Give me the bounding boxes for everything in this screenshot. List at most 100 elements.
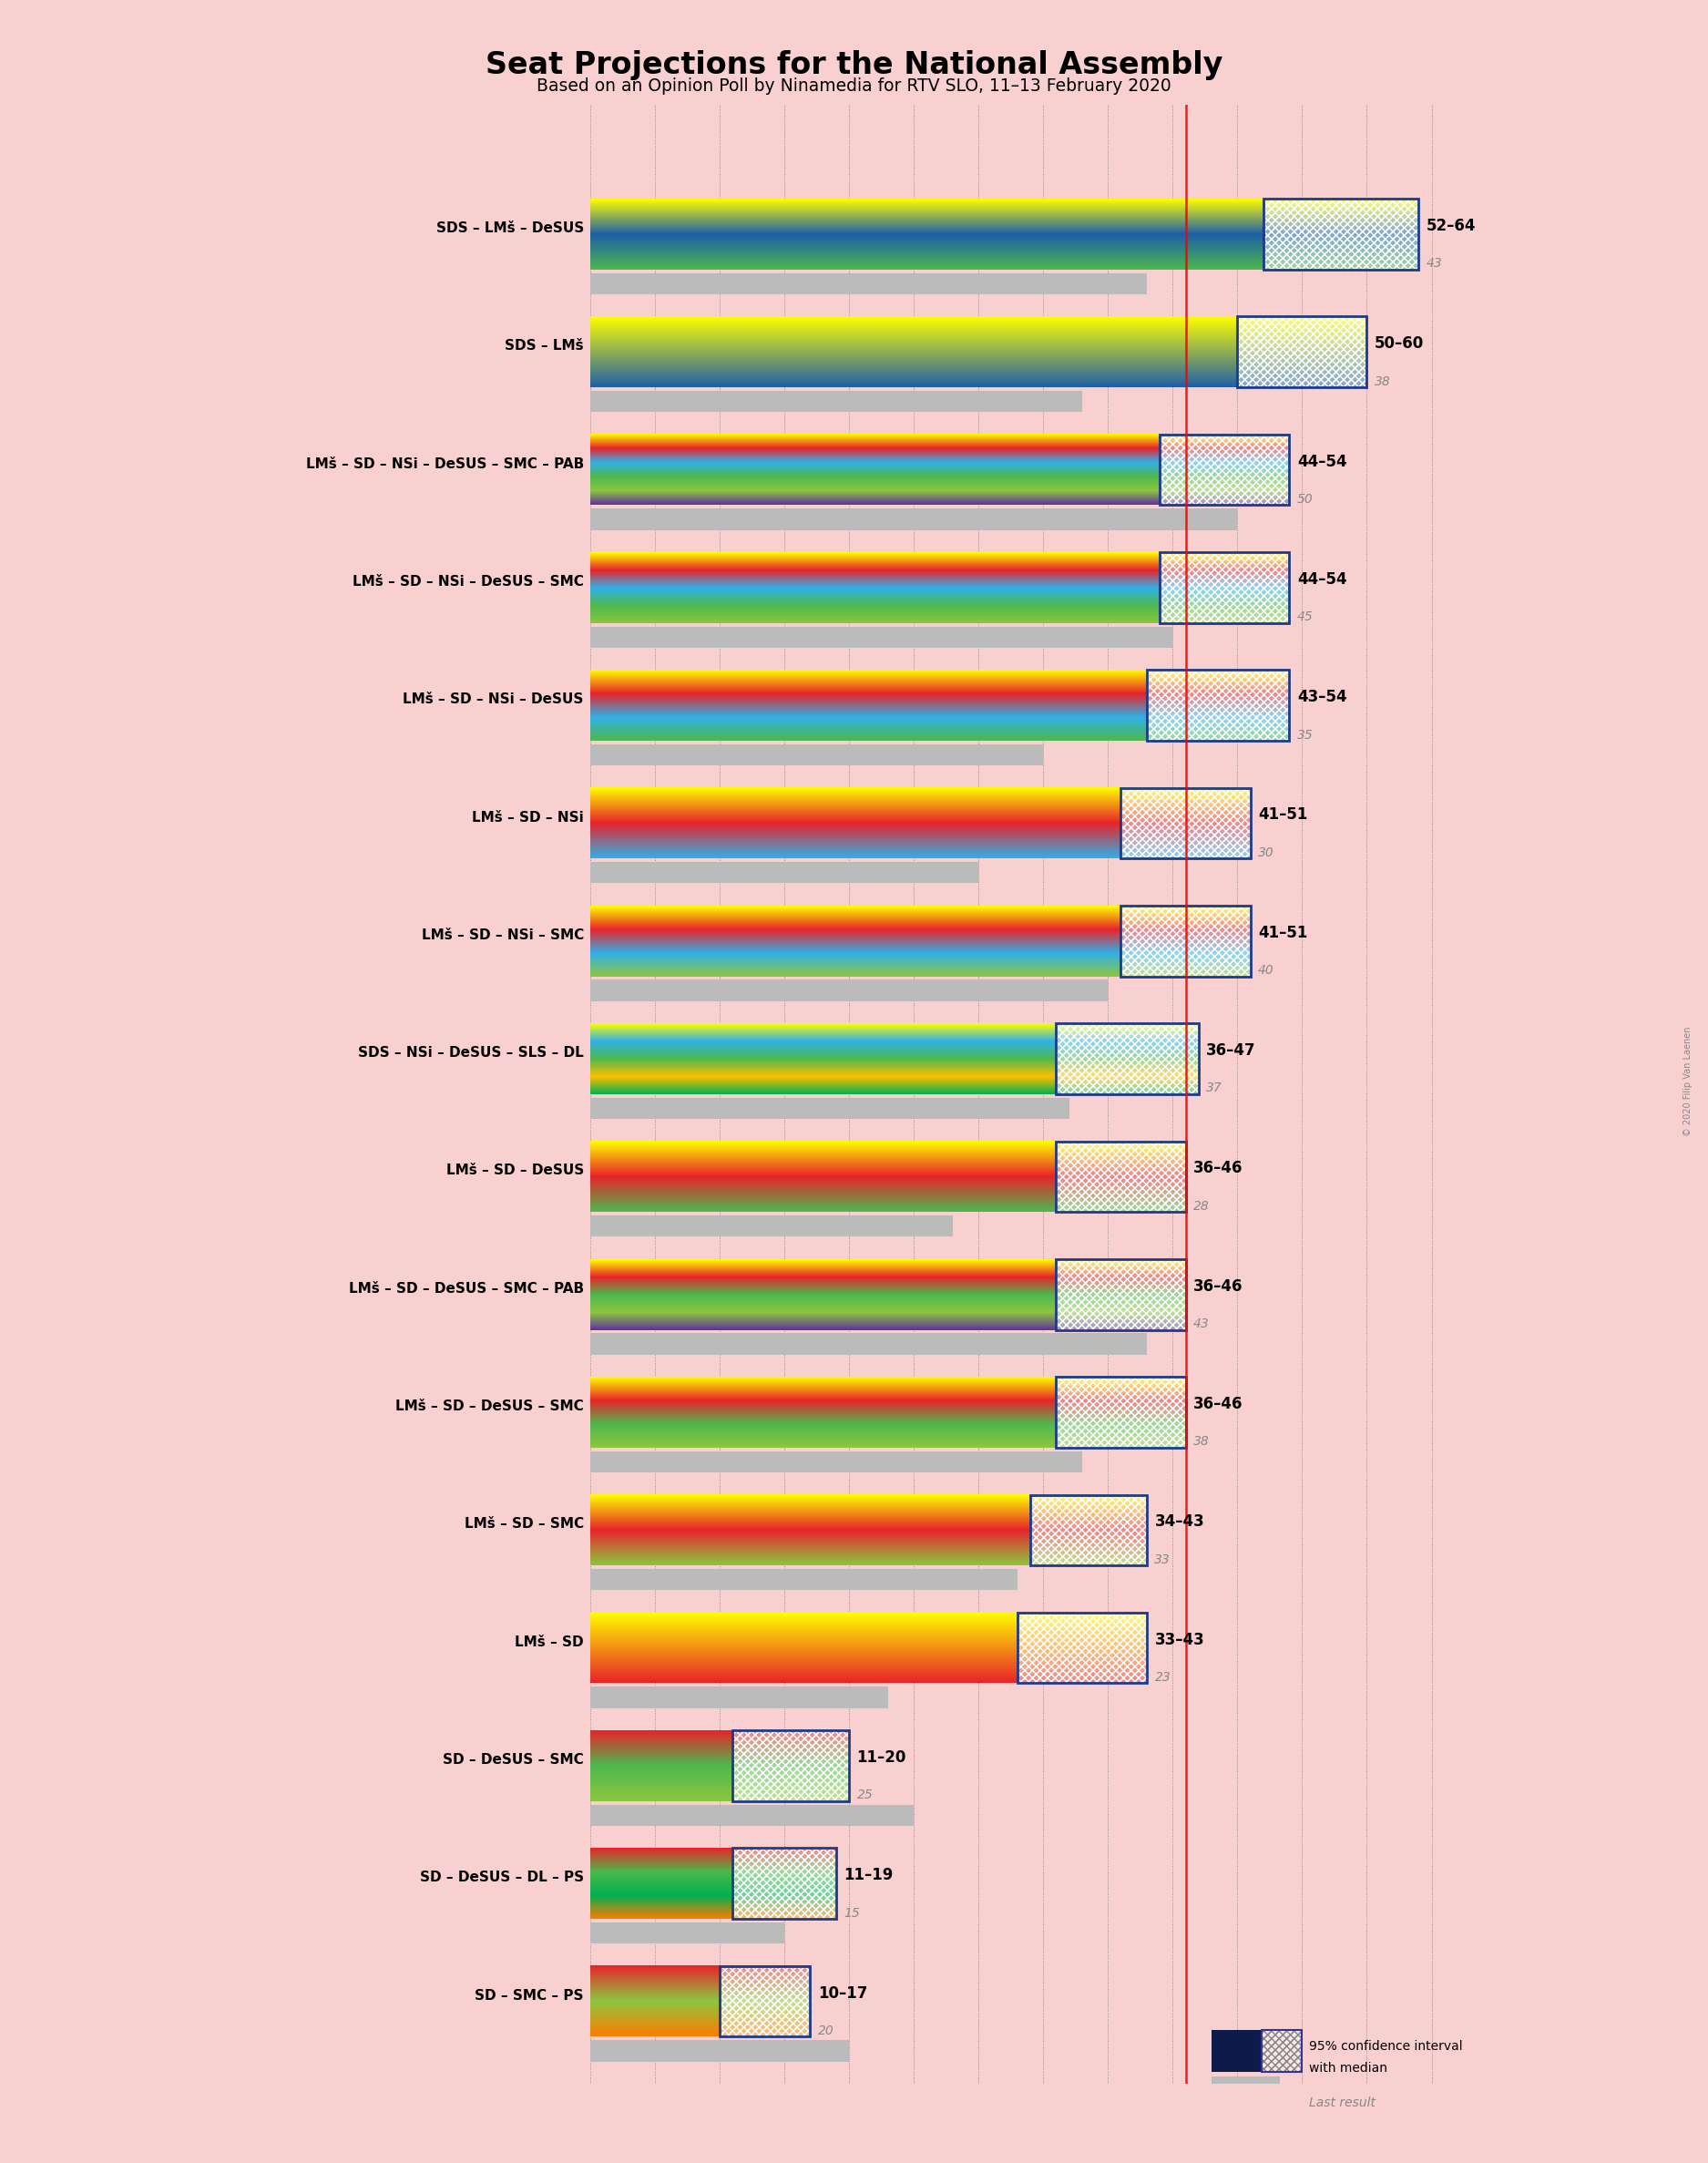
- Bar: [1120, 787, 1250, 859]
- Bar: [1120, 906, 1250, 976]
- Bar: [591, 1804, 914, 1826]
- Bar: [1056, 1023, 1199, 1094]
- Bar: [1120, 787, 1250, 859]
- Text: 45: 45: [1296, 610, 1313, 623]
- Bar: [1261, 2029, 1301, 2072]
- Text: 34–43: 34–43: [1155, 1514, 1204, 1529]
- Bar: [1160, 552, 1290, 623]
- Bar: [1120, 787, 1250, 859]
- Bar: [719, 1966, 810, 2038]
- Text: 95% confidence interval: 95% confidence interval: [1308, 2040, 1462, 2053]
- Bar: [1030, 1495, 1146, 1566]
- Text: 44–54: 44–54: [1296, 454, 1346, 469]
- Bar: [733, 1847, 837, 1919]
- Text: SDS – NSi – DeSUS – SLS – DL: SDS – NSi – DeSUS – SLS – DL: [359, 1047, 584, 1060]
- Text: 20: 20: [818, 2025, 834, 2038]
- Text: 15: 15: [844, 1906, 861, 1919]
- Bar: [1056, 1259, 1185, 1330]
- Bar: [1146, 671, 1290, 740]
- Text: LMš – SD – DeSUS – SMC – PAB: LMš – SD – DeSUS – SMC – PAB: [348, 1283, 584, 1296]
- Text: 43: 43: [1194, 1317, 1209, 1330]
- Bar: [1056, 1378, 1185, 1447]
- Bar: [1146, 671, 1290, 740]
- Text: SD – SMC – PS: SD – SMC – PS: [475, 1988, 584, 2003]
- Bar: [733, 1847, 837, 1919]
- Bar: [1211, 2029, 1261, 2072]
- Bar: [1056, 1378, 1185, 1447]
- Bar: [1056, 1142, 1185, 1211]
- Text: 38: 38: [1375, 374, 1390, 387]
- Bar: [1160, 435, 1290, 506]
- Bar: [1056, 1023, 1199, 1094]
- Text: 41–51: 41–51: [1259, 807, 1308, 824]
- Text: SD – DeSUS – DL – PS: SD – DeSUS – DL – PS: [420, 1871, 584, 1884]
- Bar: [591, 2040, 849, 2061]
- Text: 11–20: 11–20: [857, 1750, 907, 1765]
- Text: SD – DeSUS – SMC: SD – DeSUS – SMC: [442, 1752, 584, 1767]
- Bar: [733, 1730, 849, 1802]
- Bar: [591, 1332, 1146, 1354]
- Bar: [591, 508, 1237, 530]
- Bar: [1018, 1614, 1146, 1683]
- Bar: [1146, 671, 1290, 740]
- Bar: [733, 1730, 849, 1802]
- Text: 33–43: 33–43: [1155, 1631, 1204, 1648]
- Bar: [1261, 2029, 1301, 2072]
- Text: LMš – SD – DeSUS: LMš – SD – DeSUS: [446, 1164, 584, 1177]
- Bar: [1261, 2029, 1301, 2072]
- Bar: [1056, 1023, 1199, 1094]
- Bar: [1030, 1495, 1146, 1566]
- Text: 36–47: 36–47: [1206, 1043, 1255, 1058]
- Text: 10–17: 10–17: [818, 1986, 868, 2001]
- Text: LMš – SD – SMC: LMš – SD – SMC: [465, 1518, 584, 1531]
- Bar: [1261, 2029, 1301, 2072]
- Text: 52–64: 52–64: [1426, 218, 1476, 234]
- Bar: [719, 1966, 810, 2038]
- Text: LMš – SD – NSi: LMš – SD – NSi: [471, 811, 584, 824]
- Text: SDS – LMš – DeSUS: SDS – LMš – DeSUS: [436, 221, 584, 236]
- Text: 36–46: 36–46: [1194, 1278, 1243, 1293]
- Bar: [591, 1687, 888, 1709]
- Bar: [719, 1966, 810, 2038]
- Text: © 2020 Filip Van Laenen: © 2020 Filip Van Laenen: [1682, 1027, 1693, 1136]
- Bar: [1056, 1378, 1185, 1447]
- Text: 38: 38: [1194, 1436, 1209, 1447]
- Bar: [591, 744, 1044, 766]
- Bar: [1056, 1378, 1185, 1447]
- Bar: [1030, 1495, 1146, 1566]
- Bar: [1056, 1142, 1185, 1211]
- Text: 35: 35: [1296, 729, 1313, 742]
- Bar: [1056, 1142, 1185, 1211]
- Bar: [1264, 199, 1419, 270]
- Bar: [1160, 552, 1290, 623]
- Text: 23: 23: [1155, 1672, 1170, 1683]
- Bar: [591, 863, 979, 883]
- Bar: [1056, 1023, 1199, 1094]
- Text: with median: with median: [1308, 2061, 1387, 2074]
- Bar: [1018, 1614, 1146, 1683]
- Text: 25: 25: [857, 1789, 873, 1802]
- Text: Based on an Opinion Poll by Ninamedia for RTV SLO, 11–13 February 2020: Based on an Opinion Poll by Ninamedia fo…: [536, 78, 1172, 95]
- Bar: [1237, 316, 1366, 387]
- Bar: [1237, 316, 1366, 387]
- Bar: [591, 627, 1173, 647]
- Text: 41–51: 41–51: [1259, 924, 1308, 941]
- Bar: [1018, 1614, 1146, 1683]
- Bar: [1056, 1259, 1185, 1330]
- Text: 44–54: 44–54: [1296, 571, 1346, 588]
- Bar: [1056, 1259, 1185, 1330]
- Bar: [1264, 199, 1419, 270]
- Bar: [1018, 1614, 1146, 1683]
- Bar: [1160, 435, 1290, 506]
- Text: 33: 33: [1155, 1553, 1170, 1566]
- Bar: [1160, 552, 1290, 623]
- Bar: [733, 1730, 849, 1802]
- Bar: [719, 1966, 810, 2038]
- Bar: [591, 1568, 1018, 1590]
- Bar: [733, 1730, 849, 1802]
- Bar: [1211, 2076, 1279, 2092]
- Bar: [1160, 435, 1290, 506]
- Text: LMš – SD – NSi – DeSUS – SMC: LMš – SD – NSi – DeSUS – SMC: [352, 575, 584, 588]
- Bar: [591, 392, 1083, 411]
- Bar: [1056, 1142, 1185, 1211]
